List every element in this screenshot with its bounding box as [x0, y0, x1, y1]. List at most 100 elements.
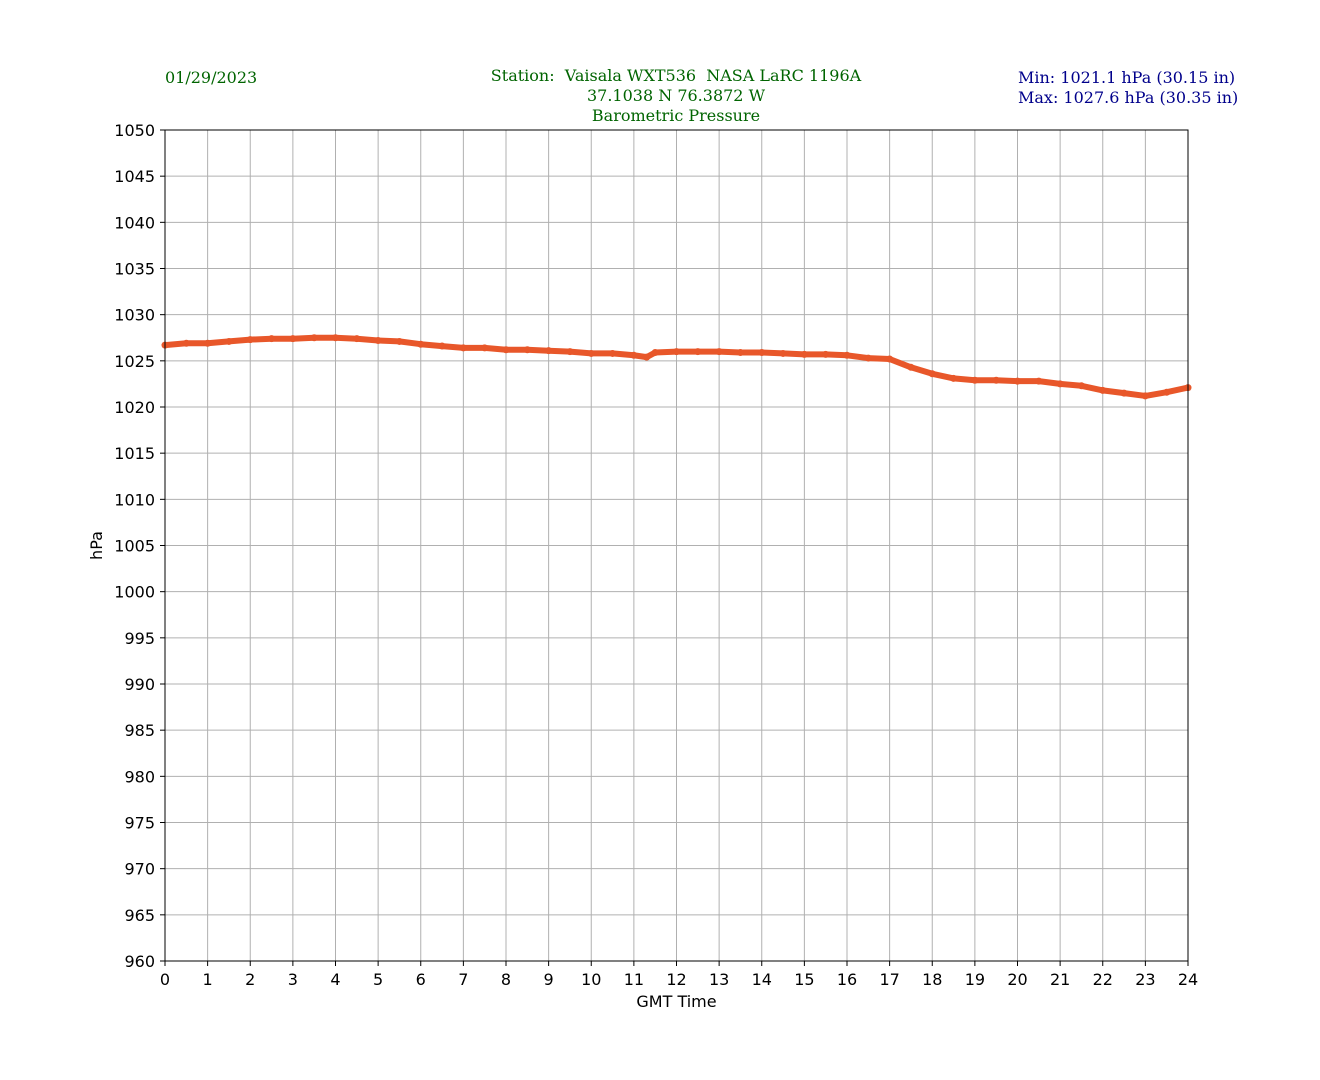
- data-point: [523, 346, 531, 354]
- station-title: Station: Vaisala WXT536 NASA LaRC 1196A: [490, 66, 862, 85]
- date-label: 01/29/2023: [165, 68, 258, 87]
- y-tick-label: 1035: [114, 260, 155, 279]
- data-point: [438, 342, 446, 350]
- data-point: [715, 348, 723, 356]
- data-point: [1014, 377, 1021, 385]
- data-point: [643, 353, 651, 361]
- y-tick-label: 1015: [114, 444, 155, 463]
- ticks: 0 1 2 3 4 5 6 7 8 9 10 11 12 13 14 15 16 17 18 19 20 21 22 23 24…: [114, 121, 1198, 989]
- data-point: [736, 349, 744, 357]
- x-tick-label: 11: [624, 970, 644, 989]
- data-point: [246, 336, 254, 344]
- data-point: [1120, 389, 1128, 397]
- y-tick-label: 1000: [114, 583, 155, 602]
- x-axis-label: GMT Time: [636, 992, 716, 1011]
- data-point: [459, 344, 467, 352]
- x-tick-label: 16: [837, 970, 857, 989]
- x-tick-label: 12: [666, 970, 686, 989]
- x-tick-label: 2: [245, 970, 255, 989]
- data-point: [673, 348, 680, 356]
- data-point: [630, 351, 638, 359]
- x-tick-label: 17: [879, 970, 899, 989]
- y-tick-label: 990: [124, 675, 155, 694]
- data-point: [1163, 388, 1171, 396]
- x-tick-label: 7: [458, 970, 468, 989]
- x-tick-label: 4: [330, 970, 340, 989]
- y-axis-label: hPa: [87, 531, 106, 560]
- min-max-summary: Min: 1021.1 hPa (30.15 in) Max: 1027.6 h…: [1018, 68, 1238, 108]
- data-point: [587, 349, 595, 357]
- data-point: [182, 339, 190, 347]
- x-tick-label: 15: [794, 970, 814, 989]
- y-tick-label: 975: [124, 814, 155, 833]
- data-point: [928, 370, 936, 378]
- x-tick-label: 20: [1007, 970, 1027, 989]
- x-tick-label: 23: [1135, 970, 1155, 989]
- data-point: [1035, 377, 1043, 385]
- data-point: [758, 349, 766, 357]
- data-point: [332, 334, 339, 342]
- pressure-series-line: [162, 334, 1191, 399]
- data-point: [374, 337, 382, 345]
- data-point: [907, 363, 915, 371]
- data-point: [800, 350, 808, 358]
- data-point: [310, 334, 318, 342]
- x-tick-label: 9: [544, 970, 554, 989]
- data-point: [971, 376, 979, 384]
- data-point: [992, 376, 1000, 384]
- y-tick-label: 1005: [114, 537, 155, 556]
- x-tick-label: 6: [416, 970, 426, 989]
- series-layer: [161, 334, 1192, 400]
- data-point: [566, 348, 574, 356]
- max-value-label: Max: 1027.6 hPa (30.35 in): [1018, 88, 1239, 107]
- x-tick-label: 18: [922, 970, 942, 989]
- station-coordinates: 37.1038 N 76.3872 W: [586, 86, 766, 105]
- data-point: [1077, 382, 1085, 390]
- data-point: [864, 354, 872, 362]
- data-point: [694, 348, 702, 356]
- y-tick-label: 1025: [114, 352, 155, 371]
- y-tick-label: 980: [124, 767, 155, 786]
- data-point: [204, 339, 212, 347]
- data-point: [1056, 380, 1064, 388]
- y-tick-label: 1010: [114, 490, 155, 509]
- x-tick-label: 19: [965, 970, 985, 989]
- x-tick-label: 10: [581, 970, 601, 989]
- data-point: [268, 335, 276, 343]
- data-point: [353, 335, 361, 343]
- y-tick-label: 1020: [114, 398, 155, 417]
- x-tick-label: 5: [373, 970, 383, 989]
- grid: [164, 129, 1189, 962]
- x-tick-label: 21: [1050, 970, 1070, 989]
- data-point: [502, 346, 510, 354]
- y-tick-label: 985: [124, 721, 155, 740]
- x-tick-label: 24: [1178, 970, 1198, 989]
- data-point: [289, 335, 297, 343]
- data-point: [950, 374, 958, 382]
- data-point: [609, 349, 617, 357]
- data-point: [843, 351, 851, 359]
- x-tick-label: 14: [752, 970, 772, 989]
- data-point: [481, 344, 489, 352]
- chart-title: Station: Vaisala WXT536 NASA LaRC 1196A …: [376, 66, 976, 126]
- x-tick-label: 13: [709, 970, 729, 989]
- data-point: [1099, 386, 1107, 394]
- x-tick-label: 3: [288, 970, 298, 989]
- data-point: [225, 337, 233, 345]
- y-tick-label: 995: [124, 629, 155, 648]
- x-tick-label: 0: [160, 970, 170, 989]
- data-point: [1141, 392, 1149, 400]
- data-point: [886, 355, 894, 363]
- min-value-label: Min: 1021.1 hPa (30.15 in): [1018, 68, 1236, 87]
- x-tick-label: 8: [501, 970, 511, 989]
- y-tick-label: 960: [124, 952, 155, 971]
- y-tick-label: 1045: [114, 167, 155, 186]
- data-point: [545, 347, 553, 355]
- data-point: [651, 349, 659, 357]
- variable-title: Barometric Pressure: [591, 106, 761, 125]
- y-tick-label: 1030: [114, 306, 155, 325]
- data-point: [779, 349, 787, 357]
- data-point: [395, 337, 403, 345]
- data-point: [822, 350, 830, 358]
